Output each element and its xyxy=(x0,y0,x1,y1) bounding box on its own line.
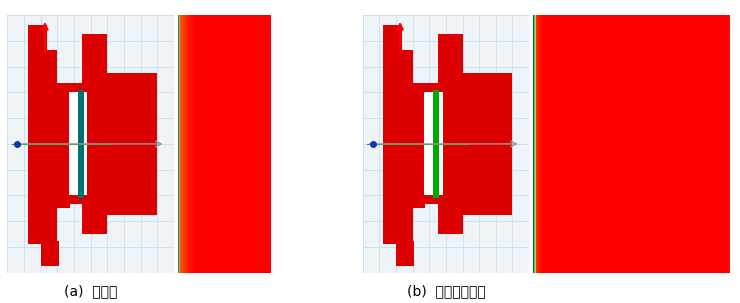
Bar xyxy=(396,241,414,266)
Bar xyxy=(383,50,413,86)
Bar xyxy=(383,206,413,244)
Bar xyxy=(28,86,70,208)
Bar xyxy=(28,25,47,54)
Bar xyxy=(82,180,107,234)
Bar xyxy=(41,241,59,266)
Bar xyxy=(437,35,462,112)
Bar xyxy=(87,73,158,215)
Bar xyxy=(440,92,443,195)
Bar xyxy=(28,206,58,244)
Bar xyxy=(413,182,445,205)
Bar xyxy=(82,35,107,112)
Bar xyxy=(437,180,462,234)
Bar xyxy=(78,90,84,198)
Bar xyxy=(383,86,425,208)
Bar xyxy=(383,25,402,54)
Bar xyxy=(58,83,91,105)
Bar xyxy=(424,92,434,195)
Bar xyxy=(443,73,513,215)
Bar xyxy=(84,92,87,195)
Bar xyxy=(434,90,440,198)
Bar xyxy=(28,50,58,86)
Bar xyxy=(69,92,79,195)
Text: (b)  하이브리드롤: (b) 하이브리드롤 xyxy=(407,284,485,298)
Text: (a)  히팅롤: (a) 히팅롤 xyxy=(64,284,118,298)
Bar xyxy=(413,83,445,105)
Bar xyxy=(58,182,91,205)
